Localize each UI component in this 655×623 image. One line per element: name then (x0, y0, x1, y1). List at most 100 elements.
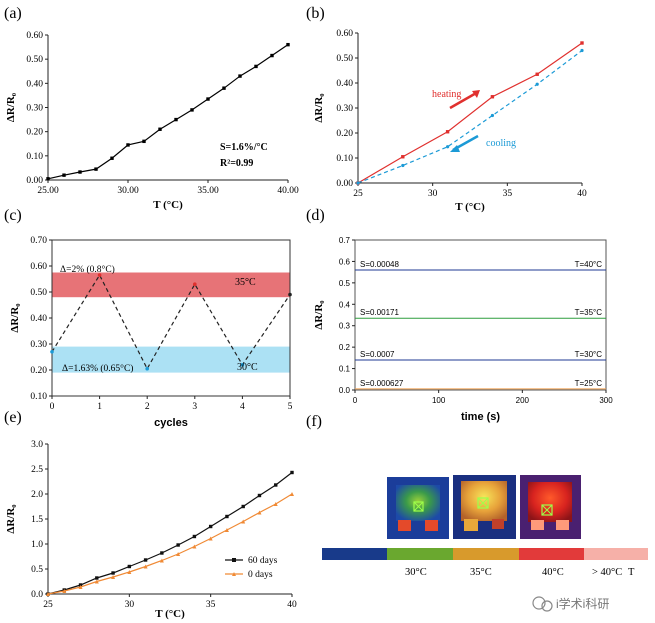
temperature-band (52, 346, 290, 373)
data-point (257, 493, 262, 498)
legend-label: 0 days (248, 570, 273, 580)
band-note-35c: Δ=2% (0.8°C) (60, 264, 115, 275)
slope-label: S=0.0007 (360, 350, 395, 359)
data-point (225, 514, 229, 519)
data-point (174, 117, 178, 122)
y-tick-label: 0.7 (339, 236, 351, 245)
y-tick-label: 0.60 (336, 29, 353, 39)
y-tick-label: 2.0 (31, 490, 43, 500)
x-axis-label: T (°C) (455, 201, 485, 213)
data-point (78, 170, 82, 174)
data-point (224, 528, 229, 532)
x-tick-label: 40 (287, 600, 297, 610)
data-point (62, 589, 67, 593)
data-point (94, 167, 98, 171)
x-tick-label: 30 (428, 189, 438, 199)
scale-label-35c: 35°C (470, 567, 492, 578)
x-tick-label: 0 (353, 396, 358, 405)
scale-segment (322, 548, 387, 560)
slope-annotation: S=1.6%/°C (220, 142, 268, 153)
heating-arrow (449, 90, 479, 110)
x-tick-label: 40 (577, 189, 587, 199)
series-label: T=30°C (575, 350, 603, 359)
panel-f: 30°C 35°C 40°C > 40°C T (322, 475, 648, 578)
slope-label: S=0.00171 (360, 308, 399, 317)
data-point (535, 72, 539, 76)
x-tick-label: 2 (145, 402, 150, 412)
data-point (126, 143, 130, 147)
y-tick-label: 0.20 (30, 366, 47, 376)
y-axis-label: ΔR/R₀ (9, 303, 21, 333)
y-axis-label: ΔR/R₀ (5, 92, 17, 122)
data-point (95, 576, 99, 580)
panel-a: (a) 0.00 0.10 0.20 0.30 0.40 0.50 0.60 25.00 30.0… (4, 5, 299, 211)
data-point (176, 552, 181, 556)
data-point (50, 350, 54, 354)
panel-label: (f) (306, 413, 322, 430)
band-label-35c: 35°C (235, 277, 256, 288)
legend: 60 days 0 days (225, 556, 278, 580)
x-tick-label: 30.00 (117, 186, 139, 196)
plot-frame (354, 239, 607, 391)
x-tick-label: 5 (288, 402, 293, 412)
panel-label: (b) (306, 5, 325, 22)
legend-marker (232, 558, 236, 562)
data-point (273, 502, 278, 506)
x-tick-label: 35 (206, 600, 216, 610)
x-tick-label: 35.00 (197, 186, 219, 196)
y-tick-label: 0.10 (336, 154, 353, 164)
data-point (62, 173, 66, 177)
series-line (47, 472, 293, 595)
data-point (580, 41, 584, 45)
slope-label: S=0.00048 (360, 260, 399, 269)
y-tick-label: 0.40 (336, 79, 353, 89)
temperature-band (52, 272, 290, 298)
data-point (143, 564, 148, 569)
legend-marker (232, 572, 236, 576)
data-point (238, 74, 242, 78)
y-tick-label: 3.0 (31, 440, 43, 450)
data-point (257, 510, 262, 515)
data-point (208, 536, 213, 541)
data-point (142, 139, 146, 144)
y-tick-label: 0.3 (339, 322, 351, 331)
cooling-arrowhead (450, 145, 460, 152)
data-point (356, 181, 360, 185)
data-point (159, 558, 164, 563)
y-tick-label: 0.6 (339, 257, 351, 266)
series-line (51, 273, 291, 370)
data-point (78, 585, 83, 589)
x-axis-label: time (s) (461, 411, 500, 423)
y-tick-label: 0.10 (30, 392, 47, 402)
slope-label: S=0.000627 (360, 379, 404, 388)
band-label-30c: 30°C (237, 362, 258, 373)
x-tick-label: 3 (192, 402, 197, 412)
data-point (401, 163, 405, 168)
thermal-image-40c (520, 475, 581, 539)
panel-label: (e) (4, 409, 22, 426)
heating-label: heating (432, 89, 461, 100)
y-tick-label: 0.70 (30, 236, 47, 246)
data-point (160, 551, 164, 555)
panel-label: (d) (306, 207, 325, 224)
data-point (490, 95, 495, 99)
series-line (47, 493, 293, 595)
scale-label-above-40c: > 40°C (592, 567, 622, 578)
x-tick-label: 200 (516, 396, 530, 405)
y-tick-label: 1.0 (31, 540, 43, 550)
data-point (446, 145, 450, 149)
y-tick-label: 0.20 (336, 129, 353, 139)
data-point (222, 86, 226, 90)
y-axis-label: ΔR/R₀ (313, 300, 325, 330)
data-point (288, 292, 292, 297)
y-tick-label: 0.30 (26, 104, 43, 114)
x-tick-label: 25 (43, 600, 53, 610)
data-point (143, 558, 148, 562)
temperature-color-scale (322, 548, 648, 560)
data-point (241, 504, 245, 509)
panel-e: (e) 0.0 0.5 1.0 1.5 2.0 2.5 3.0 25 30 35 40 T (°C) ΔR… (4, 409, 297, 620)
data-point (286, 42, 290, 47)
x-tick-label: 30 (125, 600, 135, 610)
scale-segment (519, 548, 584, 560)
